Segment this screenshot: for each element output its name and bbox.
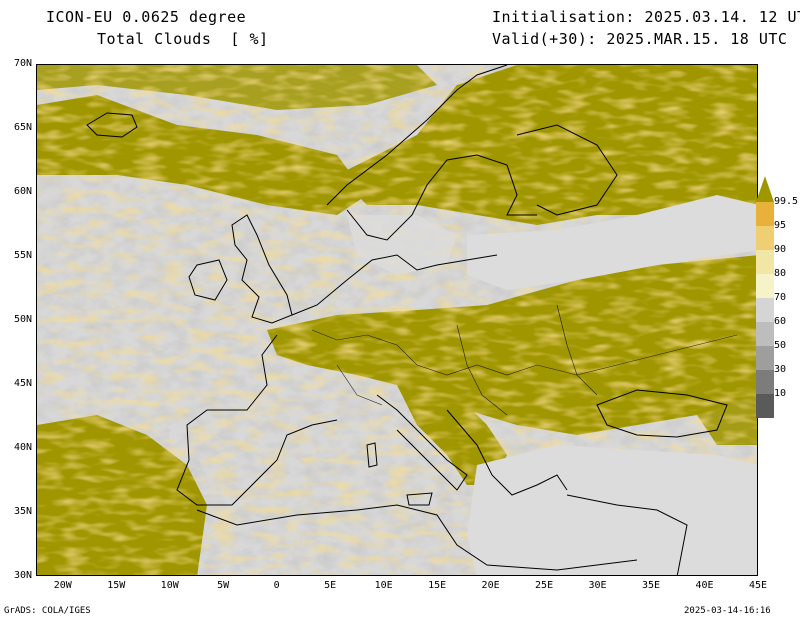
legend-label: 90 [774,244,787,255]
lat-label: 30N [13,570,32,581]
legend-label: 50 [774,340,787,351]
lon-label: 30E [588,580,607,591]
legend-swatch [756,202,774,226]
variable-title: Total Clouds [ %] [97,30,269,48]
footer-right: 2025-03-14-16:16 [684,606,771,616]
lon-label: 45E [748,580,768,591]
lat-label: 55N [13,250,32,261]
lat-label: 40N [13,442,32,453]
country-borders [311,304,738,416]
footer-left: GrADS: COLA/IGES [4,606,91,616]
legend-swatch [756,322,774,346]
legend-label: 99.5 [774,196,799,207]
valid-time: Valid(+30): 2025.MAR.15. 18 UTC [492,30,788,48]
lon-label: 25E [535,580,554,591]
color-legend: 99.5 95 90 80 70 60 50 30 10 [756,176,800,438]
legend-label: 80 [774,268,787,279]
legend-swatch [756,274,774,298]
init-time: Initialisation: 2025.03.14. 12 UTC [492,8,800,26]
lat-label: 45N [13,378,32,389]
lon-label: 20E [481,580,500,591]
legend-label: 60 [774,316,787,327]
lat-label: 70N [13,58,32,69]
lat-label: 60N [13,186,32,197]
lon-label: 15E [428,580,447,591]
cloud-field [37,65,757,575]
lon-label: 10W [160,580,179,591]
legend-swatch [756,394,774,418]
coastlines [86,65,728,575]
model-title: ICON-EU 0.0625 degree [46,8,247,26]
lon-label: 15W [107,580,126,591]
lon-label: 5E [324,580,337,591]
cloud-map [36,64,758,576]
lon-label: 35E [642,580,661,591]
lon-label: 10E [374,580,393,591]
lon-label: 40E [695,580,714,591]
legend-swatch [756,298,774,322]
legend-label: 95 [774,220,787,231]
lon-label: 0 [273,580,280,591]
lon-label: 5W [217,580,230,591]
lat-label: 65N [13,122,32,133]
legend-swatch [756,370,774,394]
legend-arrow [756,176,774,202]
legend-label: 70 [774,292,787,303]
lat-label: 50N [13,314,32,325]
legend-label: 10 [774,388,787,399]
legend-swatch [756,250,774,274]
lat-label: 35N [13,506,32,517]
legend-label: 30 [774,364,787,375]
legend-swatch [756,226,774,250]
lon-label: 20W [53,580,72,591]
legend-bar [756,176,774,418]
legend-swatch [756,346,774,370]
